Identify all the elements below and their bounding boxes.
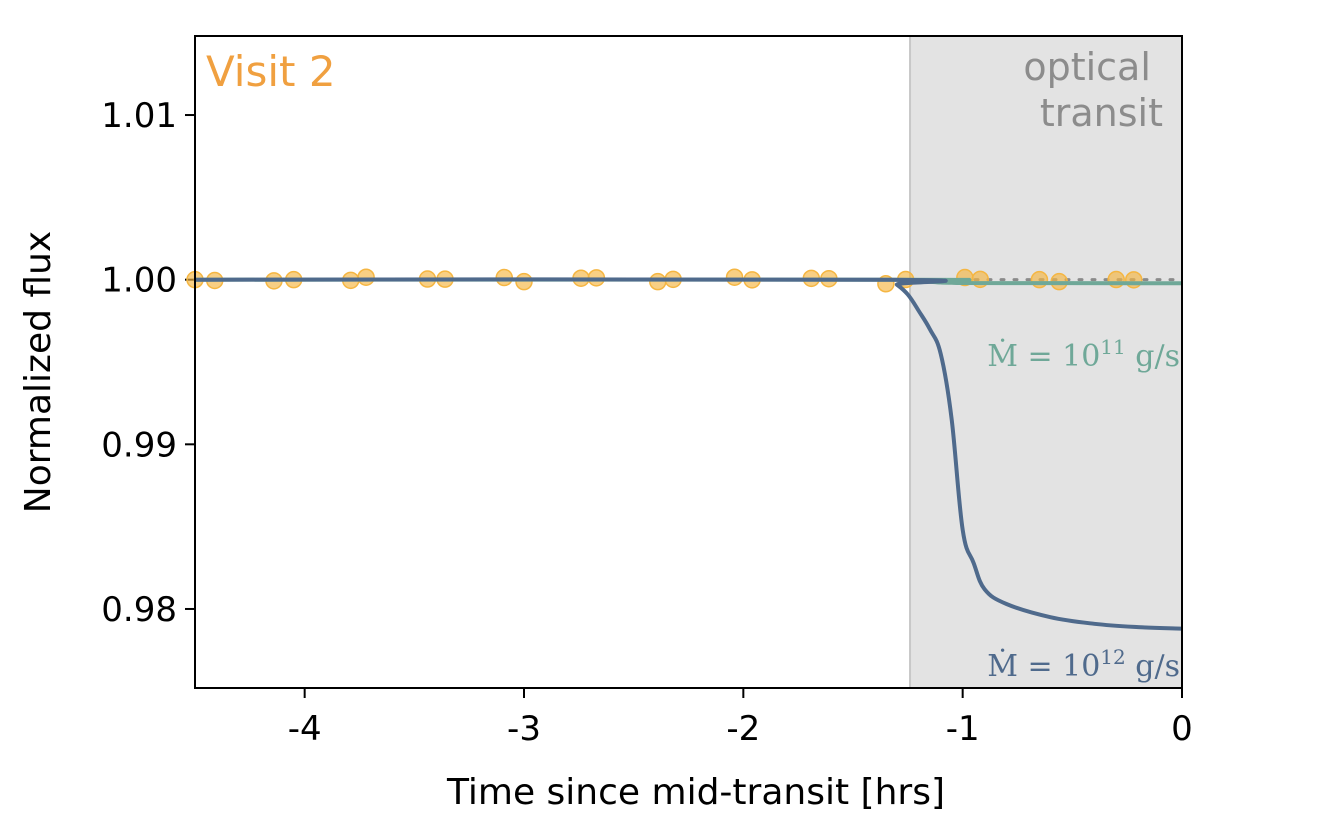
model-label-high-prefix: Ṁ = 10 [987, 648, 1100, 684]
model-label-high-unit: g/s [1126, 649, 1180, 684]
data-point [1124, 271, 1143, 289]
model-label-high-exponent: 12 [1100, 645, 1125, 669]
x-axis-title: Time since mid-transit [hrs] [446, 772, 945, 813]
model-label-low-exponent: 11 [1100, 335, 1125, 359]
data-point [725, 268, 744, 286]
model-label-low-unit: g/s [1126, 339, 1180, 374]
visit-label: Visit 2 [206, 47, 336, 96]
data-point [515, 272, 533, 291]
y-tick-label: 0.98 [101, 590, 177, 630]
x-tick-label: -4 [288, 709, 322, 749]
transit-band-label-line-1: optical [1023, 45, 1151, 89]
data-point [1030, 270, 1049, 289]
y-tick-label: 0.99 [101, 425, 177, 465]
model-label-low-prefix: Ṁ = 10 [987, 338, 1100, 374]
x-tick-label: -2 [726, 709, 760, 749]
data-point [649, 272, 667, 291]
x-tick-label: -1 [946, 709, 980, 749]
x-tick-label: -3 [507, 709, 541, 749]
model-label-high: Ṁ = 1012 g/s [987, 645, 1180, 684]
y-tick-label: 1.01 [101, 96, 177, 136]
model-line-high [194, 277, 1183, 631]
transit-band-label-line-2: transit [1040, 91, 1163, 135]
x-tick-labels: -4 -3 -2 -1 0 [288, 688, 1193, 749]
model-label-low: Ṁ = 1011 g/s [987, 335, 1180, 374]
y-tick-label: 1.00 [101, 261, 177, 301]
y-tick-labels: 0.98 0.99 1.00 1.01 [101, 96, 195, 630]
plot-frame [194, 35, 1183, 689]
data-point [357, 268, 375, 286]
transit-band-label: optical transit [1023, 45, 1163, 135]
y-axis-title: Normalized flux [18, 231, 59, 513]
x-tick-label: 0 [1171, 709, 1193, 749]
transit-band [910, 36, 1182, 688]
